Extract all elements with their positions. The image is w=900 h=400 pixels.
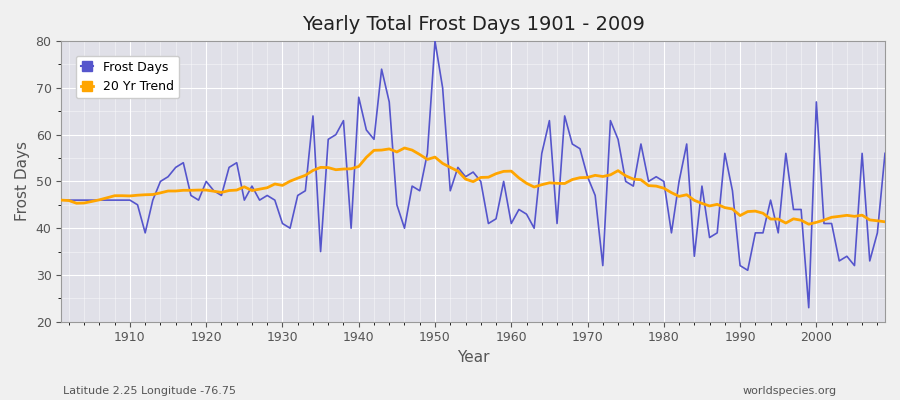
Text: worldspecies.org: worldspecies.org: [742, 386, 837, 396]
Text: Latitude 2.25 Longitude -76.75: Latitude 2.25 Longitude -76.75: [63, 386, 236, 396]
Legend: Frost Days, 20 Yr Trend: Frost Days, 20 Yr Trend: [76, 56, 179, 98]
X-axis label: Year: Year: [457, 350, 490, 365]
Title: Yearly Total Frost Days 1901 - 2009: Yearly Total Frost Days 1901 - 2009: [302, 15, 644, 34]
Y-axis label: Frost Days: Frost Days: [15, 142, 30, 222]
